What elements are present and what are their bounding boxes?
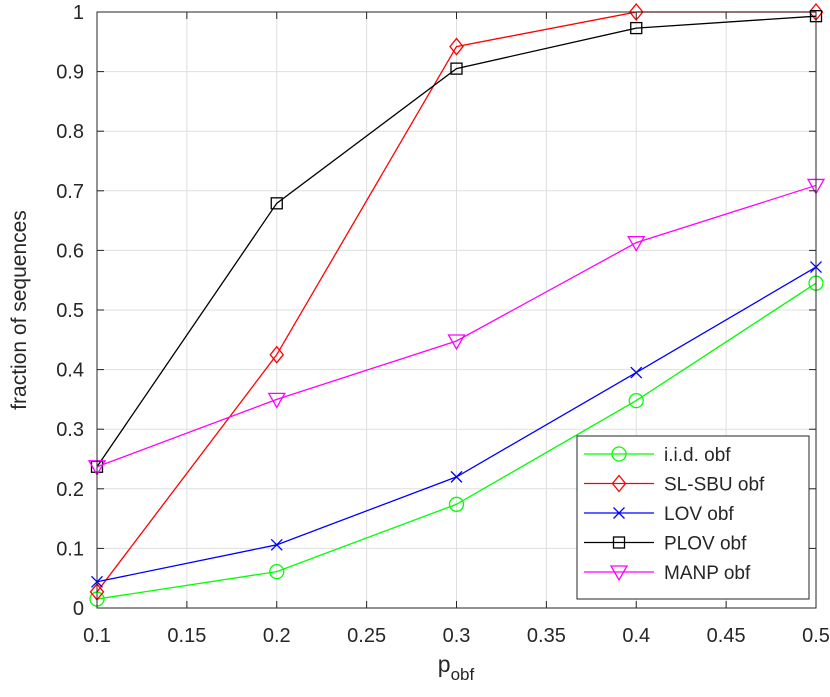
- legend-marker: [613, 507, 625, 519]
- x-tick-label: 0.25: [347, 625, 386, 647]
- data-point: [630, 21, 643, 35]
- data-point: [630, 366, 643, 379]
- data-point: [449, 37, 464, 56]
- y-tick-label: 0.9: [56, 62, 84, 84]
- x-tick-label: 0.45: [707, 625, 746, 647]
- legend-item: PLOV obf: [584, 534, 747, 555]
- legend-label: PLOV obf: [664, 534, 747, 555]
- x-axis-label: pobf: [438, 651, 475, 684]
- legend-label: i.i.d. obf: [664, 445, 731, 466]
- y-tick-label: 0.6: [56, 240, 84, 262]
- series-2: [91, 261, 822, 588]
- series-line: [96, 184, 817, 468]
- data-point: [447, 334, 466, 351]
- x-tick-label: 0.15: [167, 625, 206, 647]
- y-tick-label: 0.8: [56, 121, 84, 143]
- data-point: [628, 2, 644, 22]
- x-tick-label: 0.5: [802, 625, 830, 647]
- x-tick-label: 0.4: [622, 625, 650, 647]
- legend-label: SL-SBU obf: [664, 475, 765, 496]
- legend-item: LOV obf: [584, 504, 734, 525]
- x-tick-label: 0.35: [527, 625, 566, 647]
- y-tick-label: 0.4: [56, 360, 84, 382]
- legend: i.i.d. obf SL-SBU obf LOV obf PLOV obf MANP …: [576, 435, 810, 600]
- data-point: [448, 496, 465, 512]
- legend-label: MANP obf: [664, 563, 751, 584]
- y-tick-label: 0: [73, 598, 84, 620]
- x-tick-label: 0.3: [443, 625, 471, 647]
- y-tick-label: 0.7: [56, 181, 84, 203]
- data-point: [450, 62, 463, 75]
- y-axis-label: fraction of sequences: [8, 210, 31, 410]
- y-tick-label: 0.2: [56, 479, 84, 501]
- y-tick-label: 1: [73, 2, 84, 24]
- data-point: [269, 563, 285, 580]
- legend-marker: [611, 474, 627, 493]
- legend-label: LOV obf: [664, 504, 734, 525]
- legend-item: MANP obf: [584, 563, 751, 584]
- y-tick-label: 0.1: [56, 538, 84, 560]
- data-point: [270, 538, 283, 551]
- data-point: [269, 345, 285, 364]
- ticks: 0.1 0.15 0.2 0.25 0.3 0.35 0.4 0.45 0.5 0 0.1 0.2 0.…: [56, 2, 830, 647]
- data-point: [628, 392, 644, 409]
- data-point: [267, 392, 286, 409]
- data-point: [270, 197, 283, 210]
- x-axis-label-main: p: [438, 651, 451, 677]
- series-layer: [87, 2, 826, 607]
- legend-item: i.i.d. obf: [584, 445, 731, 466]
- legend-item: SL-SBU obf: [584, 474, 765, 496]
- series-line: [96, 282, 817, 600]
- legend-marker: [612, 536, 626, 549]
- legend-marker: [611, 446, 627, 462]
- data-point: [627, 236, 646, 252]
- y-tick-label: 0.3: [56, 419, 84, 441]
- x-axis-label-subscript: obf: [451, 665, 475, 684]
- x-tick-label: 0.2: [263, 625, 291, 647]
- series-line: [96, 15, 817, 468]
- x-tick-label: 0.1: [83, 625, 111, 647]
- y-tick-label: 0.5: [56, 300, 84, 322]
- data-point: [450, 470, 463, 483]
- legend-marker: [609, 565, 629, 582]
